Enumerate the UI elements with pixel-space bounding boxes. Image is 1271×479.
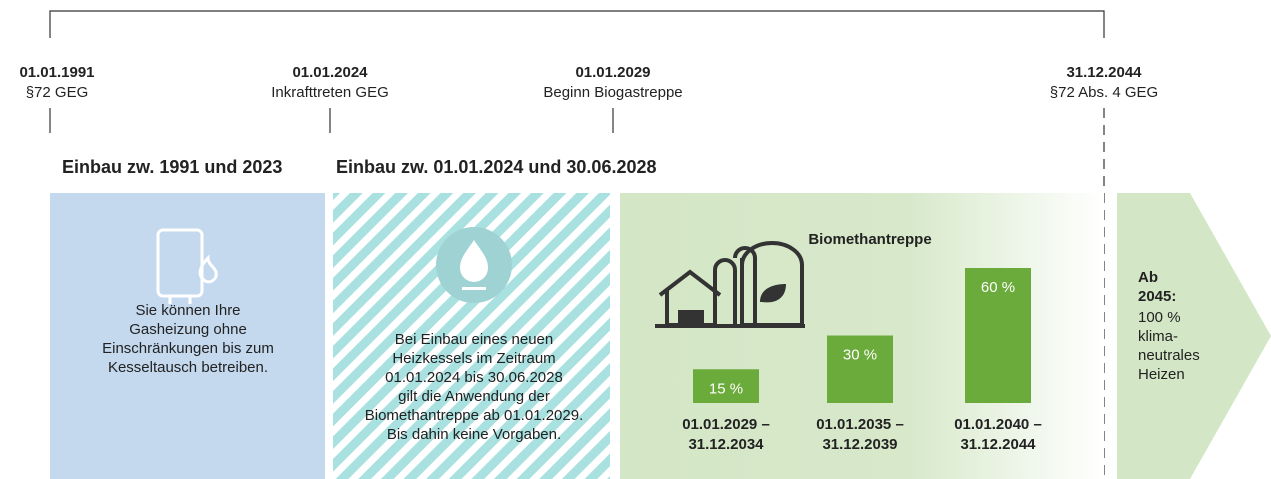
period-to: 31.12.2044 xyxy=(960,436,1036,453)
section-text: 01.01.2024 bis 30.06.2028 xyxy=(385,369,563,386)
bar xyxy=(693,369,759,403)
milestone-label: Inkrafttreten GEG xyxy=(271,84,389,101)
milestone-date: 31.12.2044 xyxy=(1066,64,1142,81)
bar-label: 15 % xyxy=(709,380,743,397)
period-from: 01.01.2040 – xyxy=(954,416,1042,433)
period-from: 01.01.2029 – xyxy=(682,416,770,433)
section-text: Heizkessels im Zeitraum xyxy=(392,350,555,367)
final-text: Heizen xyxy=(1138,366,1185,383)
bar-label: 30 % xyxy=(843,347,877,364)
section-heading: Einbau zw. 1991 und 2023 xyxy=(62,157,282,177)
section-text: Gasheizung ohne xyxy=(129,321,247,338)
box-past xyxy=(50,193,325,479)
plant-icon xyxy=(655,241,805,328)
boiler-icon xyxy=(156,228,218,304)
final-text: klima- xyxy=(1138,328,1178,345)
period-to: 31.12.2039 xyxy=(822,436,897,453)
final-text: neutrales xyxy=(1138,347,1200,364)
final-heading: 2045: xyxy=(1138,288,1176,305)
bar xyxy=(965,268,1031,403)
biomethane-title: Biomethantreppe xyxy=(808,231,931,248)
milestone-date: 01.01.2029 xyxy=(575,64,650,81)
final-heading: Ab xyxy=(1138,269,1158,286)
section-text: Kesseltausch betreiben. xyxy=(108,359,268,376)
section-text: gilt die Anwendung der xyxy=(398,388,550,405)
section-text: Bis dahin keine Vorgaben. xyxy=(387,426,561,443)
arrow-2045 xyxy=(1117,193,1271,479)
section-text: Biomethantreppe ab 01.01.2029. xyxy=(365,407,584,424)
flame-icon xyxy=(436,227,512,303)
timeline-bracket xyxy=(49,10,1105,38)
milestone-date: 01.01.2024 xyxy=(292,64,368,81)
milestone-label: Beginn Biogastreppe xyxy=(543,84,682,101)
period-from: 01.01.2035 – xyxy=(816,416,904,433)
period-to: 31.12.2034 xyxy=(688,436,764,453)
milestone-label: §72 GEG xyxy=(26,84,89,101)
section-heading: Einbau zw. 01.01.2024 und 30.06.2028 xyxy=(336,157,657,177)
section-text: Einschränkungen bis zum xyxy=(102,340,274,357)
bar xyxy=(827,335,893,403)
final-text: 100 % xyxy=(1138,309,1181,326)
bar-label: 60 % xyxy=(981,279,1015,296)
section-text: Bei Einbau eines neuen xyxy=(395,331,553,348)
section-text: Sie können Ihre xyxy=(135,302,240,319)
milestone-label: §72 Abs. 4 GEG xyxy=(1050,84,1158,101)
milestone-date: 01.01.1991 xyxy=(19,64,94,81)
